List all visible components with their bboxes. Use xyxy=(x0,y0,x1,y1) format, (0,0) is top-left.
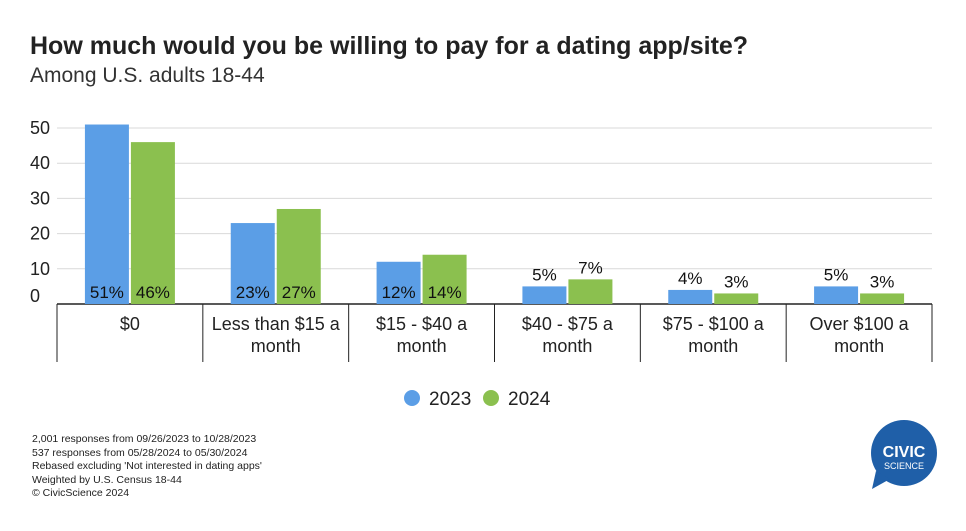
data-label: 27% xyxy=(282,283,316,302)
data-label: 12% xyxy=(382,283,416,302)
x-tick-label: month xyxy=(251,336,301,356)
data-label: 51% xyxy=(90,283,124,302)
x-tick-label: Over $100 a xyxy=(810,314,910,334)
chart-subtitle: Among U.S. adults 18-44 xyxy=(30,64,265,87)
bar-2024 xyxy=(276,208,321,304)
data-label: 3% xyxy=(870,272,895,291)
bar-2023 xyxy=(84,124,129,305)
data-label: 46% xyxy=(136,283,170,302)
x-tick-label: Less than $15 a xyxy=(212,314,341,334)
y-tick-label: 0 xyxy=(30,286,40,306)
x-tick-label: $0 xyxy=(120,314,140,334)
logo-speech-tail xyxy=(872,471,890,489)
x-tick-label: month xyxy=(834,336,884,356)
footnote-line: 2,001 responses from 09/26/2023 to 10/28… xyxy=(32,433,257,445)
legend-label: 2023 xyxy=(429,389,471,410)
civicscience-logo: CIVIC SCIENCE xyxy=(871,420,937,489)
footnotes: 2,001 responses from 09/26/2023 to 10/28… xyxy=(32,433,262,501)
bar-2024 xyxy=(714,293,759,304)
data-label: 14% xyxy=(428,283,462,302)
chart-title: How much would you be willing to pay for… xyxy=(30,32,749,60)
bar-2023 xyxy=(376,261,421,304)
data-label: 7% xyxy=(578,258,603,277)
data-label: 23% xyxy=(236,283,270,302)
logo-circle xyxy=(871,420,937,486)
x-tick-label: month xyxy=(688,336,738,356)
x-tick-label: $75 - $100 a xyxy=(663,314,765,334)
footnote-line: © CivicScience 2024 xyxy=(32,487,130,500)
x-tick-label: $15 - $40 a xyxy=(376,314,468,334)
bar-2024 xyxy=(860,293,905,304)
logo-text-science: SCIENCE xyxy=(884,461,924,471)
y-tick-label: 20 xyxy=(30,224,50,244)
y-tick-label: 10 xyxy=(30,259,50,279)
legend-marker xyxy=(483,390,499,406)
y-tick-label: 50 xyxy=(30,118,50,138)
y-tick-label: 40 xyxy=(30,153,50,173)
data-label: 5% xyxy=(824,265,849,284)
data-label: 3% xyxy=(724,272,749,291)
bar-2023 xyxy=(230,223,275,304)
data-label: 4% xyxy=(678,269,703,288)
footnote-line: Weighted by U.S. Census 18-44 xyxy=(32,473,182,486)
x-tick-label: month xyxy=(542,336,592,356)
x-tick-label: $40 - $75 a xyxy=(522,314,614,334)
bar-2023 xyxy=(522,286,567,304)
y-tick-label: 30 xyxy=(30,188,50,208)
bar-2023 xyxy=(668,289,713,304)
footnote-line: Rebased excluding 'Not interested in dat… xyxy=(32,460,262,473)
data-label: 5% xyxy=(532,265,557,284)
legend-label: 2024 xyxy=(508,389,551,410)
footnote-line: 537 responses from 05/28/2024 to 05/30/2… xyxy=(32,446,248,459)
bar-2024 xyxy=(568,279,613,304)
x-tick-label: month xyxy=(397,336,447,356)
logo-text-civic: CIVIC xyxy=(883,444,926,461)
legend-marker xyxy=(404,390,420,406)
bar-2024 xyxy=(130,142,175,304)
bar-2024 xyxy=(422,254,467,304)
bar-2023 xyxy=(814,286,859,304)
